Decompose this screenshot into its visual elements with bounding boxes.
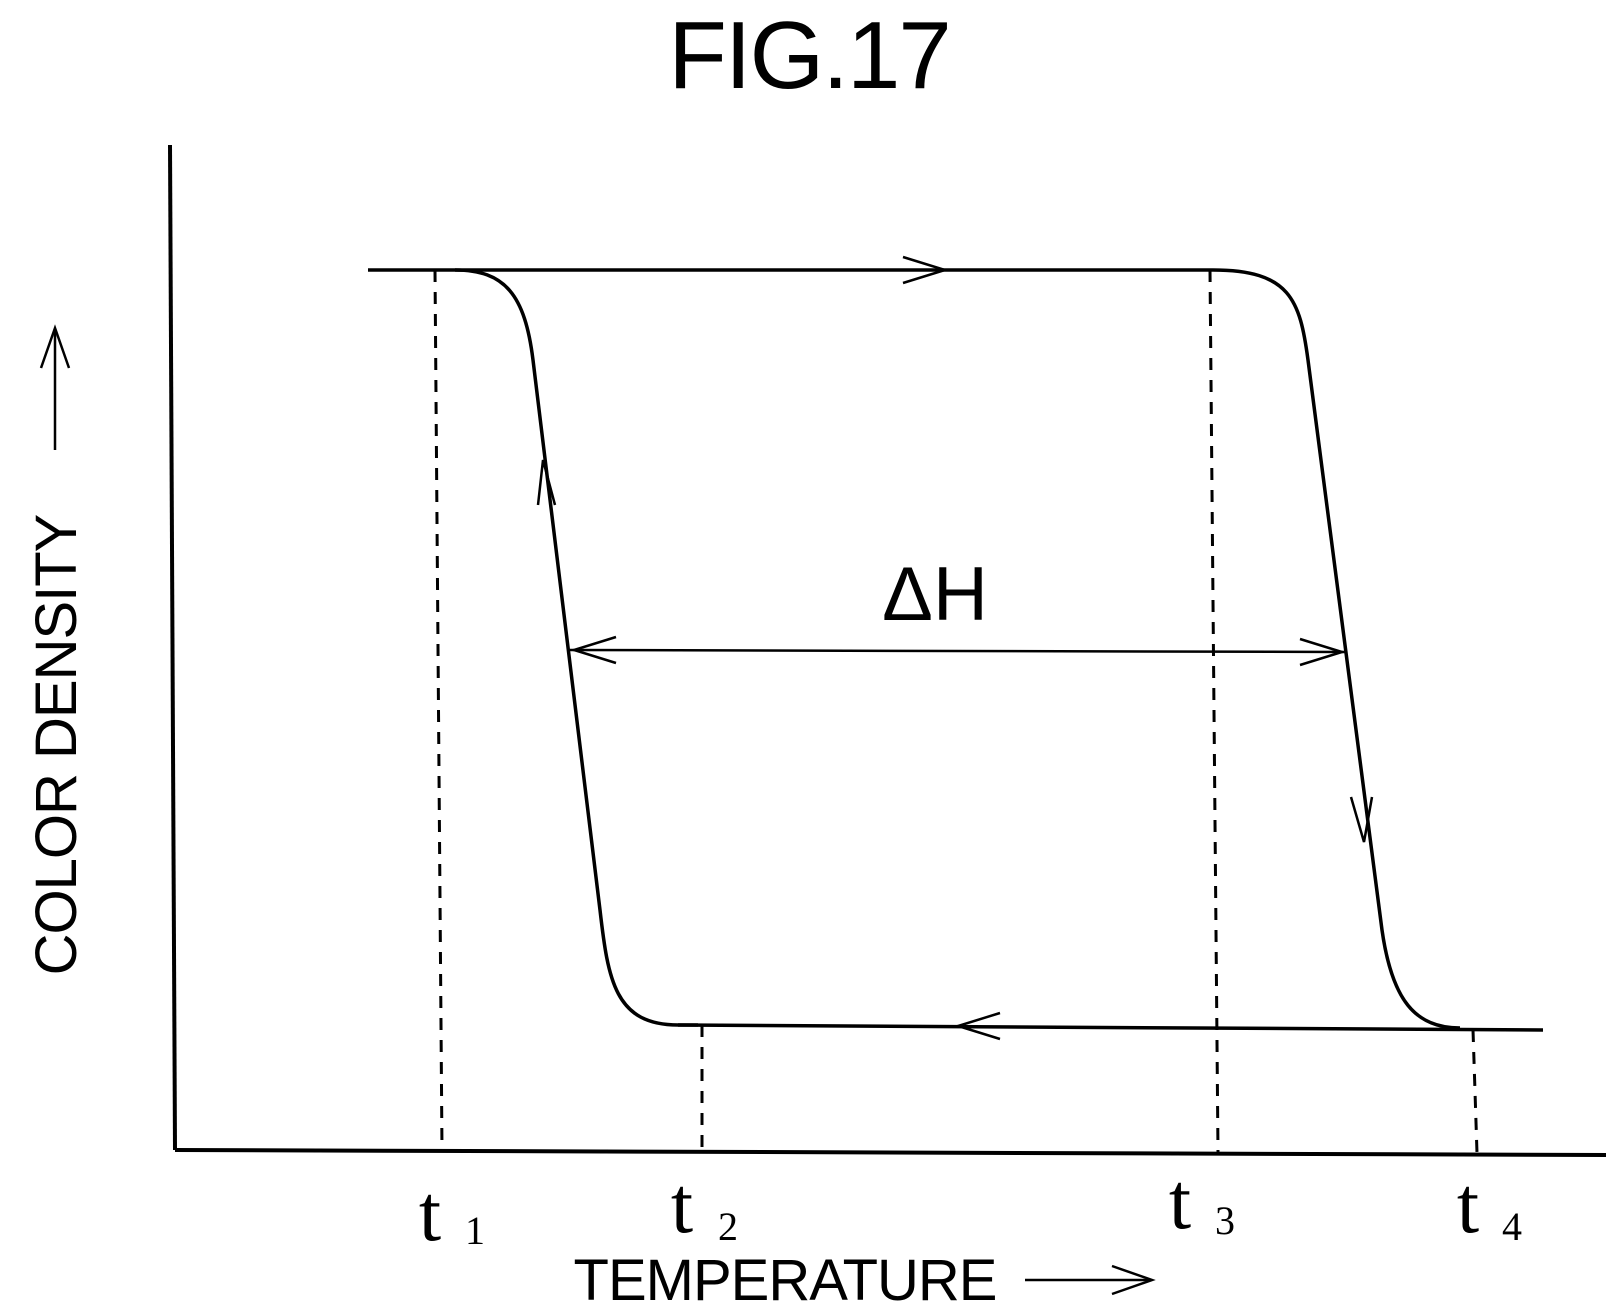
y-axis-label: COLOR DENSITY bbox=[24, 514, 89, 975]
cooling-curve bbox=[455, 270, 698, 1025]
y-axis-direction-arrow bbox=[41, 328, 69, 450]
lower-plateau-line bbox=[678, 1025, 1543, 1030]
t3-guide-line bbox=[1210, 270, 1218, 1152]
tick-main: t bbox=[671, 1162, 693, 1250]
x-axis-label: TEMPERATURE bbox=[574, 1248, 997, 1311]
tick-sub: 1 bbox=[465, 1208, 485, 1253]
y-axis bbox=[170, 145, 175, 1150]
tick-main: t bbox=[1169, 1158, 1191, 1246]
tick-label-t1: t 1 bbox=[419, 1170, 485, 1258]
delta-h-arrow-line bbox=[570, 650, 1345, 652]
tick-label-t2: t 2 bbox=[671, 1162, 738, 1250]
x-axis bbox=[175, 1150, 1606, 1155]
t1-guide-line bbox=[435, 270, 442, 1150]
tick-main: t bbox=[419, 1170, 441, 1258]
x-axis-direction-arrow bbox=[1025, 1266, 1152, 1294]
figure-title: FIG.17 bbox=[668, 2, 949, 109]
tick-sub: 3 bbox=[1215, 1198, 1235, 1243]
t4-guide-line bbox=[1473, 1030, 1477, 1153]
tick-main: t bbox=[1457, 1162, 1479, 1250]
tick-sub: 2 bbox=[718, 1204, 738, 1249]
tick-label-t3: t 3 bbox=[1169, 1158, 1235, 1246]
tick-sub: 4 bbox=[1502, 1204, 1522, 1249]
tick-label-t4: t 4 bbox=[1457, 1162, 1522, 1250]
delta-h-label: ΔH bbox=[882, 552, 988, 637]
